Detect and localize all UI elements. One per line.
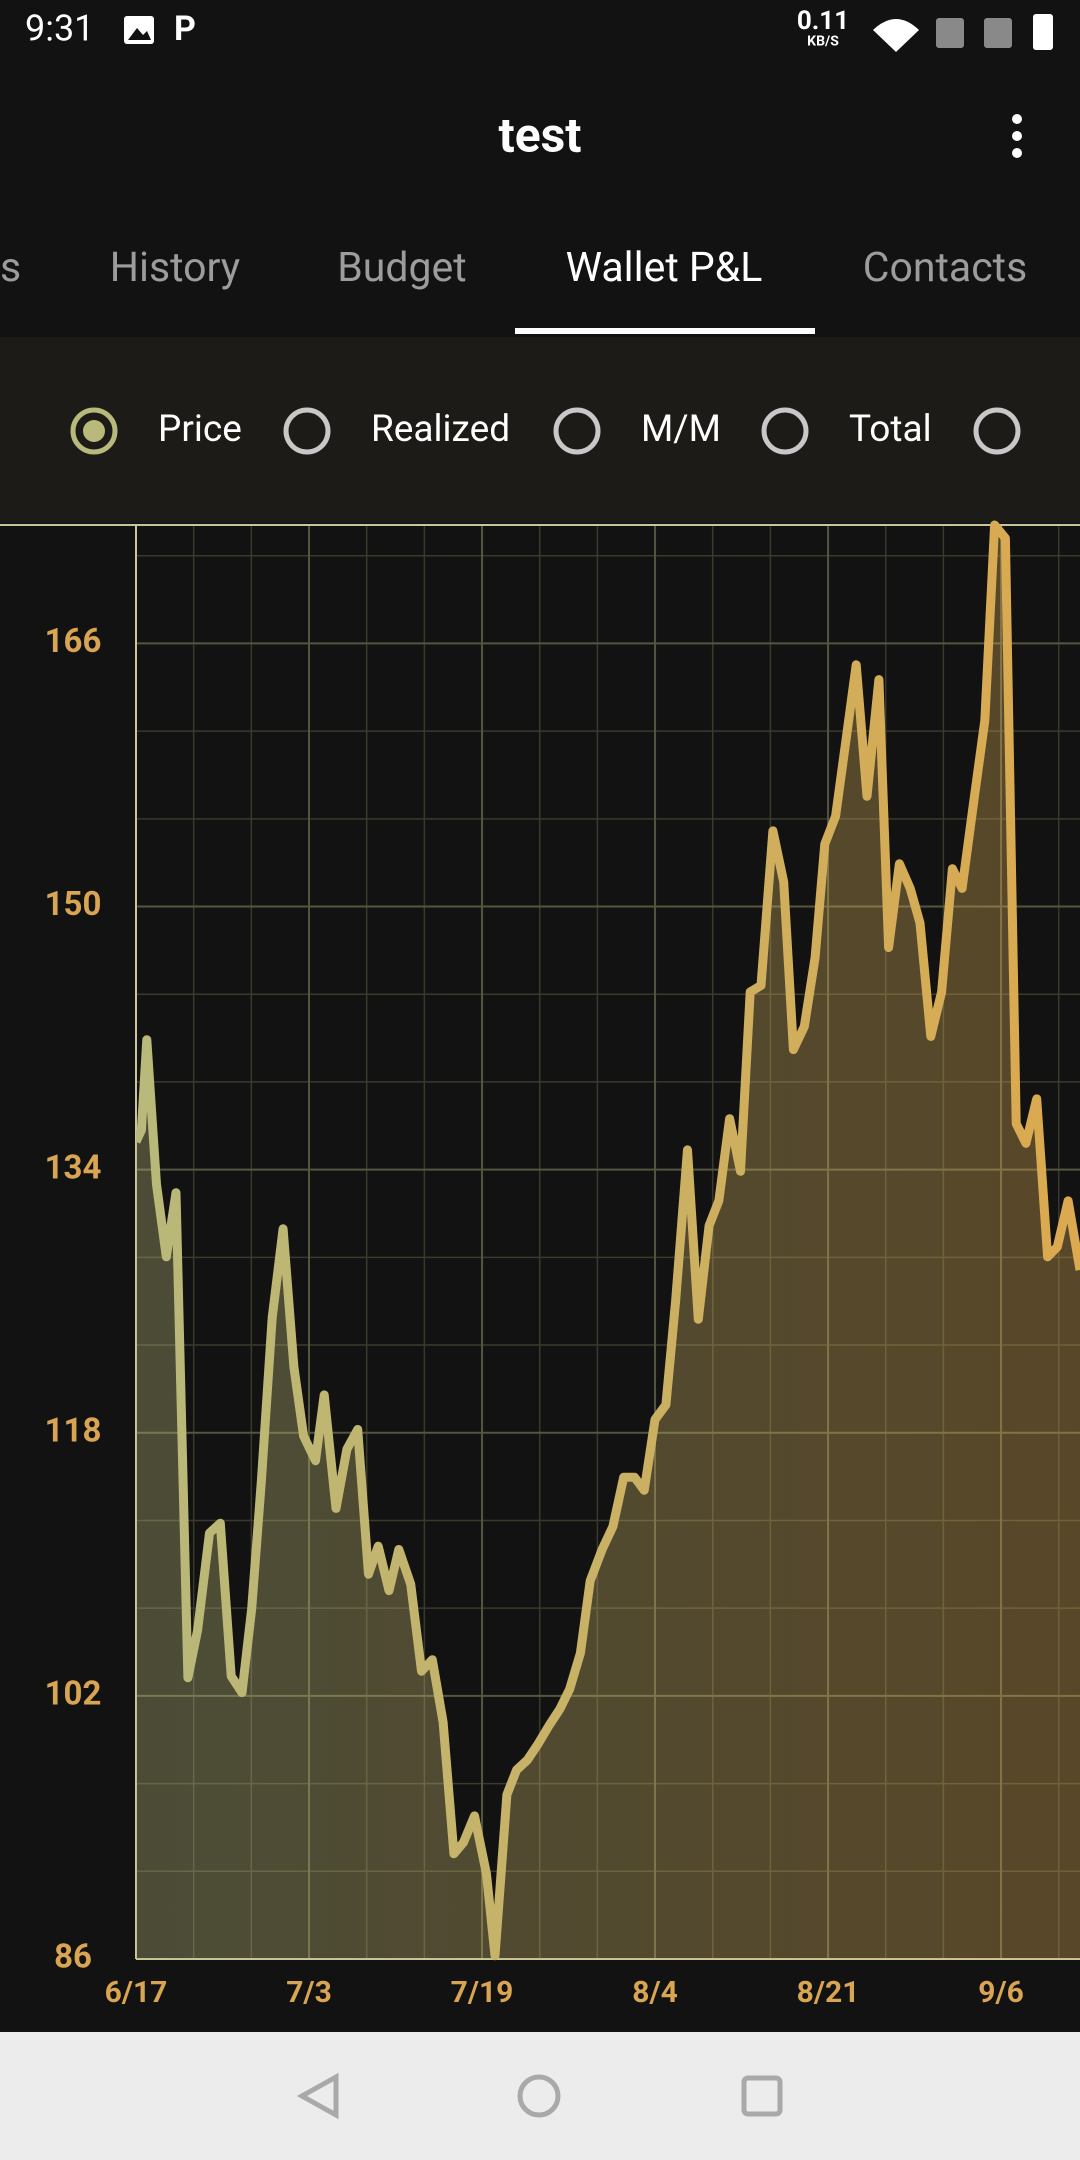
y-tick-label: 150 [45, 885, 102, 924]
status-speed-unit: KB/S [807, 34, 839, 50]
x-tick-label: 8/21 [797, 1975, 860, 2010]
x-tick-label: 9/6 [978, 1975, 1024, 2010]
tab[interactable]: s [0, 244, 21, 292]
options-panel [0, 337, 1080, 523]
x-tick-label: 6/17 [105, 1975, 168, 2010]
tab[interactable]: History [110, 244, 240, 292]
radio-button[interactable] [283, 407, 331, 455]
x-tick-label: 8/4 [632, 1975, 678, 2010]
x-tick-label: 7/19 [451, 1975, 514, 2010]
radio-button[interactable] [973, 407, 1021, 455]
radio-label[interactable]: Realized [371, 408, 510, 451]
radio-button[interactable] [70, 407, 118, 455]
radio-label[interactable]: Total [849, 408, 932, 451]
y-tick-label: 166 [45, 622, 102, 661]
svg-text:P: P [174, 9, 196, 49]
nav-home[interactable] [517, 2074, 561, 2118]
radio-label[interactable]: M/M [641, 408, 721, 451]
area [136, 525, 1080, 1959]
x-tick-label: 7/3 [286, 1975, 332, 2010]
overflow-menu[interactable] [1012, 114, 1022, 158]
tab-indicator [515, 328, 815, 334]
app-title: test [498, 107, 581, 164]
tab[interactable]: Contacts [863, 244, 1027, 292]
y-tick-label: 134 [45, 1148, 102, 1187]
radio-button[interactable] [553, 407, 601, 455]
radio-label[interactable]: Price [158, 408, 242, 451]
nav-bar [0, 2032, 1080, 2160]
status-speed: 0.11 [797, 6, 849, 36]
y-tick-label: 102 [45, 1675, 102, 1714]
nav-back[interactable] [296, 2072, 339, 2120]
radio-button[interactable] [761, 407, 809, 455]
options-row: Price Realized M/M Total [70, 407, 1021, 455]
chart: 86 102 118 134 150 166 6/17 7/3 7/19 8/4 8/21 9/6 [0, 520, 1080, 2010]
status-time: 9:31 [25, 8, 94, 50]
status-icons: P [124, 9, 1053, 52]
tab-bar: s History Budget Wallet P&L Contacts [0, 244, 1027, 334]
y-tick-label: 118 [45, 1411, 102, 1450]
radio-dot [83, 420, 105, 442]
line [136, 520, 1080, 1961]
tab[interactable]: Budget [337, 244, 466, 292]
y-tick-label: 86 [54, 1938, 92, 1977]
nav-recents[interactable] [741, 2075, 783, 2117]
tab[interactable]: Wallet P&L [566, 244, 763, 292]
